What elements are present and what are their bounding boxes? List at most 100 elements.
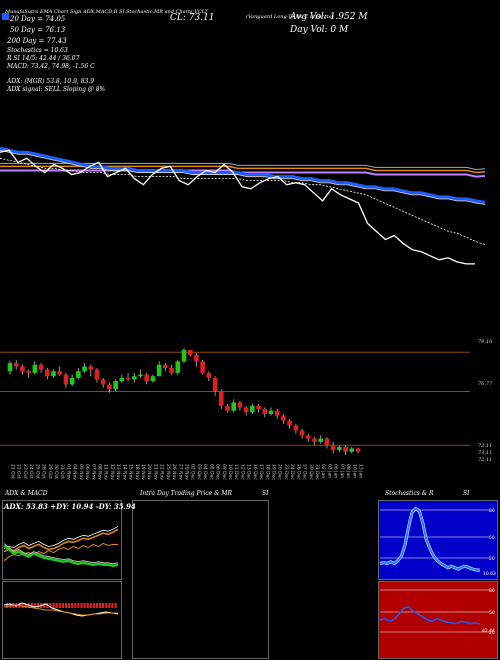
candle-body [144, 374, 150, 382]
macd-histogram-bar [102, 603, 105, 608]
legend-rsi: R SI 14/5: 42.44 / 36.07 [7, 55, 80, 62]
candle-body [318, 438, 324, 442]
macd-histogram-bar [74, 603, 77, 608]
candle-body [138, 374, 143, 377]
stoch-panel-si: SI [463, 490, 470, 497]
date-tick-label: 04 Nov [72, 464, 78, 480]
date-tick-label: 31 Oct [59, 464, 65, 479]
date-tick-label: 29 Nov [184, 464, 190, 480]
date-tick-label: 13 Jan [358, 464, 364, 478]
series-line-50-shadow [0, 149, 486, 205]
candle-body [131, 376, 137, 380]
series-line-price [0, 149, 475, 265]
candle-body [281, 415, 286, 421]
candle-body [231, 402, 237, 411]
stochastics-value-label: 10.63 [483, 571, 496, 577]
candle-body [100, 379, 106, 385]
adx-line [3, 528, 119, 553]
stoch-level-label: 50 [489, 535, 495, 541]
candle-body [212, 377, 218, 391]
date-tick-label: 02 Dec [190, 464, 196, 480]
rsi-value-label: 42.44 [482, 628, 495, 634]
macd-histogram-bar [108, 603, 111, 608]
candle-body [343, 446, 348, 452]
date-tick-label: 06 Jan [333, 464, 339, 478]
macd-histogram-bar [92, 603, 95, 608]
macd-histogram-bar [86, 603, 89, 608]
candle-body [274, 410, 280, 416]
candle-body [119, 377, 125, 382]
avg-volume: Avg Vol: 1.952 M [290, 12, 368, 22]
date-tick-label: 27 Nov [177, 464, 183, 480]
candle-body [218, 391, 224, 406]
day-volume: Day Vol: 0 M [290, 25, 349, 35]
macd-histogram-bar [24, 603, 27, 608]
date-tick-label: 31 Dec [314, 464, 320, 480]
candle-body [113, 381, 118, 390]
date-tick-label: 25 Oct [34, 464, 40, 479]
date-tick-label: 30 Dec [308, 464, 314, 480]
legend-ema200: 200 Day = 77.43 [7, 37, 67, 45]
date-tick-label: 03 Jan [326, 464, 332, 478]
candle-body [38, 364, 44, 370]
date-tick-label: 26 Dec [295, 464, 301, 480]
date-tick-label: 10 Dec [227, 464, 233, 480]
candle-body [88, 366, 94, 370]
candle-body [256, 405, 261, 410]
candle-body [7, 363, 13, 372]
macd-histogram-bar [71, 603, 74, 608]
candle-body [349, 448, 355, 452]
candle-body [26, 371, 31, 373]
candle-body [355, 448, 361, 452]
date-tick-label: 17 Dec [258, 464, 264, 480]
date-tick-label: 08 Nov [97, 464, 103, 480]
candle-body [262, 409, 268, 414]
rsi-level-label: 50 [489, 610, 495, 616]
macd-histogram-bar [89, 603, 92, 608]
price-label: 73.11 [478, 443, 492, 449]
adx-values: ADX: 53.83 +DY: 10.94 -DY: 35.94 [4, 502, 136, 511]
date-tick-label: 12 Dec [239, 464, 245, 480]
candle-body [175, 361, 181, 373]
intra-panel-title: Intra Day Trading Price & MR [140, 490, 233, 497]
date-tick-label: 09 Dec [221, 464, 227, 480]
date-tick-label: 18 Dec [264, 464, 270, 480]
stochastics-panel [378, 500, 498, 580]
date-tick-label: 29 Oct [47, 464, 53, 479]
candle-body [243, 407, 249, 413]
candle-body [250, 405, 255, 413]
candle-body [13, 363, 19, 367]
date-tick-label: 07 Jan [339, 464, 345, 478]
price-label: 72.11 [478, 457, 492, 463]
date-tick-label: 07 Nov [90, 464, 96, 480]
macd-histogram-bar [114, 603, 117, 608]
macd-histogram-bar [55, 603, 58, 608]
candle-body [194, 354, 199, 362]
candle-body [150, 376, 156, 382]
candle-body [330, 445, 336, 451]
stochastics-line-outline [379, 506, 481, 572]
candle-body [293, 425, 299, 431]
candle-body [156, 364, 162, 377]
date-tick-label: 26 Nov [171, 464, 177, 480]
date-tick-label: 05 Nov [78, 464, 84, 480]
date-tick-label: 13 Dec [246, 464, 252, 480]
header-top-line: MunafaSutra EMA Chart Sign ADX,MACD,R SI… [5, 9, 208, 15]
candle-body [44, 369, 50, 377]
candle-body [287, 420, 292, 426]
date-tick-label: 11 Nov [103, 464, 109, 480]
date-tick-label: 16 Dec [252, 464, 258, 480]
candle-body [94, 369, 100, 380]
candle-body [125, 377, 131, 380]
candle-body [187, 349, 193, 355]
candle-body [32, 364, 38, 373]
intra-panel-si: SI [262, 490, 269, 497]
macd-histogram-bar [105, 603, 108, 608]
date-tick-label: 21 Oct [10, 464, 16, 479]
date-tick-label: 04 Dec [202, 464, 208, 480]
date-tick-label: 24 Oct [28, 464, 34, 479]
candle-body [51, 371, 56, 377]
company-name: (Vanguard Long-Te rm C orporate) [246, 14, 334, 20]
candle-body [82, 366, 87, 372]
